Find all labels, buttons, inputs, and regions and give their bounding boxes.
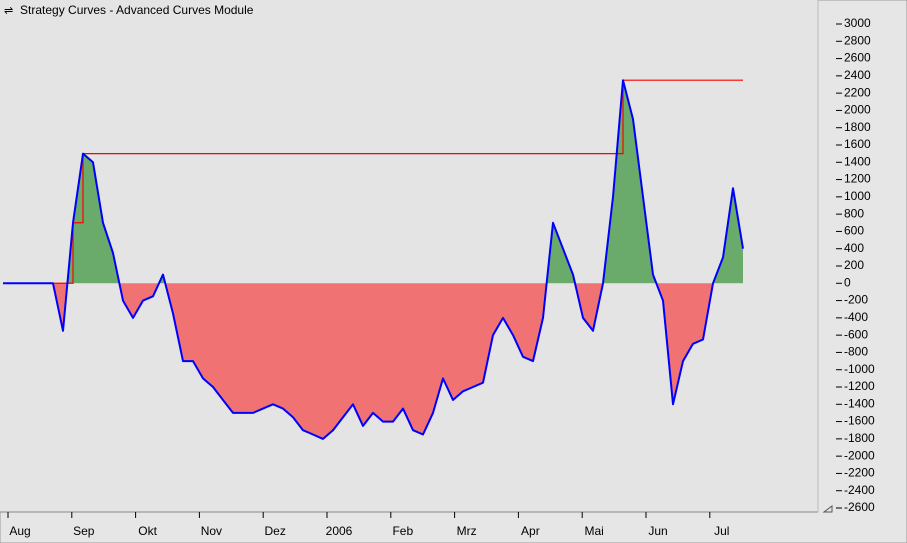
y-tick-label: 2200: [844, 85, 871, 99]
y-tick-label: -1400: [844, 396, 875, 410]
y-tick-label: 800: [844, 206, 864, 220]
y-tick-label: 3000: [844, 16, 871, 30]
y-tick-label: 2600: [844, 51, 871, 65]
y-tick-label: 2000: [844, 103, 871, 117]
y-tick-label: 1400: [844, 154, 871, 168]
y-tick-label: 400: [844, 241, 864, 255]
y-tick-label: 1200: [844, 172, 871, 186]
x-tick-label: 2006: [326, 524, 353, 538]
y-tick-label: -600: [844, 327, 868, 341]
x-tick-label: Mrz: [457, 524, 477, 538]
y-tick-label: -1800: [844, 431, 875, 445]
window-icon: ⇌: [4, 5, 13, 17]
high-water-line: [3, 79, 743, 284]
resize-grip: [822, 505, 833, 513]
y-tick-label: -2600: [844, 500, 875, 514]
x-tick-label: Jul: [714, 524, 729, 538]
y-tick-label: -2000: [844, 448, 875, 462]
y-tick-label: -1000: [844, 362, 875, 376]
plot-area: [0, 0, 818, 512]
y-tick-label: 2400: [844, 68, 871, 82]
y-tick-label: -800: [844, 345, 868, 359]
y-tick-label: 200: [844, 258, 864, 272]
y-tick-label: -400: [844, 310, 868, 324]
y-tick-label: 2800: [844, 33, 871, 47]
y-tick-label: 1000: [844, 189, 871, 203]
y-tick-label: -1600: [844, 414, 875, 428]
window-title: Strategy Curves - Advanced Curves Module: [20, 3, 254, 17]
y-tick-label: -2200: [844, 466, 875, 480]
x-tick-label: Dez: [265, 524, 286, 538]
x-tick-label: Okt: [138, 524, 157, 538]
x-tick-label: Nov: [201, 524, 222, 538]
y-tick-label: 0: [844, 275, 851, 289]
y-tick-label: -1200: [844, 379, 875, 393]
y-tick-label: -2400: [844, 483, 875, 497]
area-negative: [3, 283, 743, 439]
equity-line: [3, 79, 744, 440]
x-tick-label: Jun: [648, 524, 667, 538]
y-tick-label: 1800: [844, 120, 871, 134]
y-tick-label: -200: [844, 293, 868, 307]
x-tick-label: Apr: [521, 524, 540, 538]
x-tick-label: Sep: [73, 524, 95, 538]
x-tick-label: Feb: [392, 524, 413, 538]
x-tick-label: Aug: [9, 524, 30, 538]
y-tick-label: 1600: [844, 137, 871, 151]
x-tick-label: Mai: [585, 524, 604, 538]
y-tick-label: 600: [844, 224, 864, 238]
